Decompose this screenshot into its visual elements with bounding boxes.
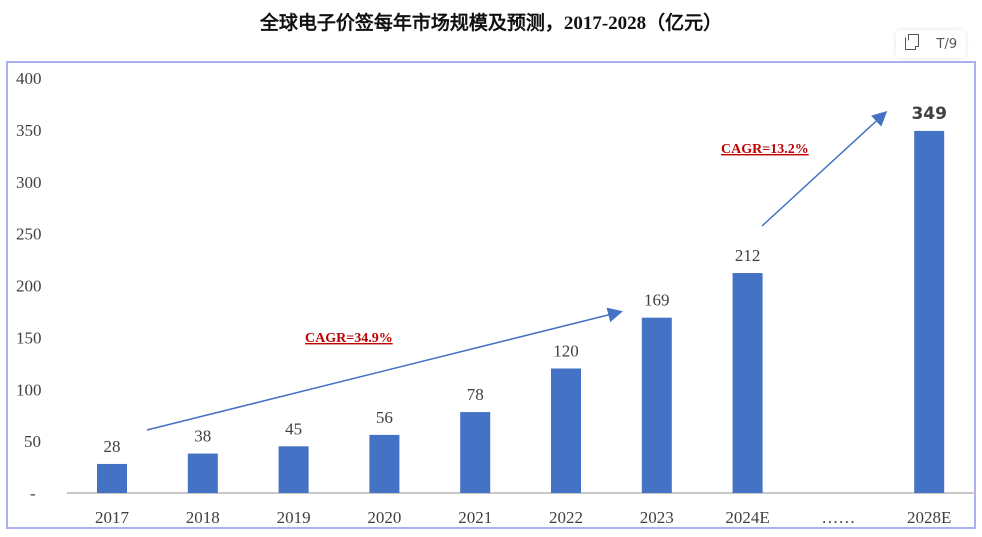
x-tick-label: 2023 <box>640 508 674 527</box>
data-label: 120 <box>553 342 579 361</box>
x-tick-label: 2017 <box>95 508 130 527</box>
data-label: 38 <box>194 427 211 446</box>
x-tick-label: 2018 <box>186 508 220 527</box>
data-label: 78 <box>467 385 484 404</box>
x-tick-label: 2021 <box>458 508 492 527</box>
y-tick-label: 200 <box>16 277 42 296</box>
data-label: 28 <box>104 437 121 456</box>
x-tick-label: 2019 <box>277 508 311 527</box>
y-tick-label: - <box>30 484 36 503</box>
x-tick-label: 2022 <box>549 508 583 527</box>
data-label: 212 <box>735 246 761 265</box>
data-label: 56 <box>376 408 393 427</box>
bar-2018 <box>187 453 218 493</box>
bar-2021 <box>460 412 491 493</box>
chart-frame <box>6 61 976 529</box>
bar-2020 <box>369 434 400 493</box>
x-tick-label: 2028E <box>907 508 951 527</box>
y-tick-label: 150 <box>16 328 42 347</box>
trend-arrow-1 <box>146 307 623 431</box>
bar-2023 <box>641 317 672 493</box>
y-tick-label: 250 <box>16 225 42 244</box>
bar-2017 <box>97 463 127 493</box>
toolbar: T/9 <box>896 30 966 58</box>
bar-2022 <box>551 368 581 493</box>
chart-title: 全球电子价签每年市场规模及预测，2017-2028（亿元） <box>259 13 723 34</box>
data-label: 349 <box>911 104 947 124</box>
cagr-label-1: CAGR=34.9% <box>305 331 393 346</box>
copy-icon[interactable] <box>904 34 919 54</box>
x-tick-label: 2020 <box>367 508 401 527</box>
bar-2024E <box>732 273 763 493</box>
y-tick-label: 400 <box>16 69 42 88</box>
y-tick-label: 300 <box>16 173 42 192</box>
y-tick-label: 50 <box>24 432 41 451</box>
bar-2028E <box>914 130 945 493</box>
cagr-label-2: CAGR=13.2% <box>721 142 809 157</box>
x-tick-label: 2024E <box>725 508 769 527</box>
trend-arrow-2 <box>761 110 888 227</box>
bar-2019 <box>278 446 309 493</box>
text-format-icon[interactable]: T/9 <box>936 36 958 52</box>
data-label: 45 <box>285 419 302 438</box>
x-tick-label: …… <box>821 508 855 527</box>
data-label: 169 <box>644 291 670 310</box>
y-tick-label: 350 <box>16 121 42 140</box>
y-tick-label: 100 <box>16 380 42 399</box>
